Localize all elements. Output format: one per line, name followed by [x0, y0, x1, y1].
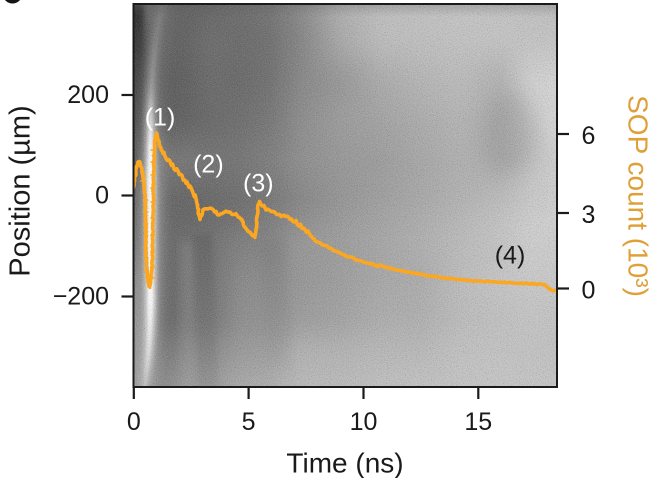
svg-text:10: 10 [350, 408, 378, 436]
svg-text:−200: −200 [53, 283, 109, 311]
svg-text:5: 5 [242, 408, 256, 436]
svg-text:(3): (3) [243, 170, 274, 198]
svg-text:200: 200 [67, 81, 109, 109]
svg-text:SOP count (10³): SOP count (10³) [623, 95, 654, 297]
svg-text:0: 0 [127, 408, 141, 436]
svg-text:0: 0 [95, 182, 109, 210]
svg-text:Time (ns): Time (ns) [286, 448, 403, 478]
svg-text:3: 3 [582, 201, 596, 229]
svg-text:15: 15 [464, 408, 492, 436]
svg-text:(2): (2) [193, 151, 224, 179]
svg-text:0: 0 [582, 277, 596, 305]
svg-text:(1): (1) [145, 104, 176, 132]
svg-text:Position (µm): Position (µm) [5, 105, 37, 276]
svg-text:(4): (4) [495, 242, 526, 270]
svg-text:6: 6 [582, 122, 596, 150]
